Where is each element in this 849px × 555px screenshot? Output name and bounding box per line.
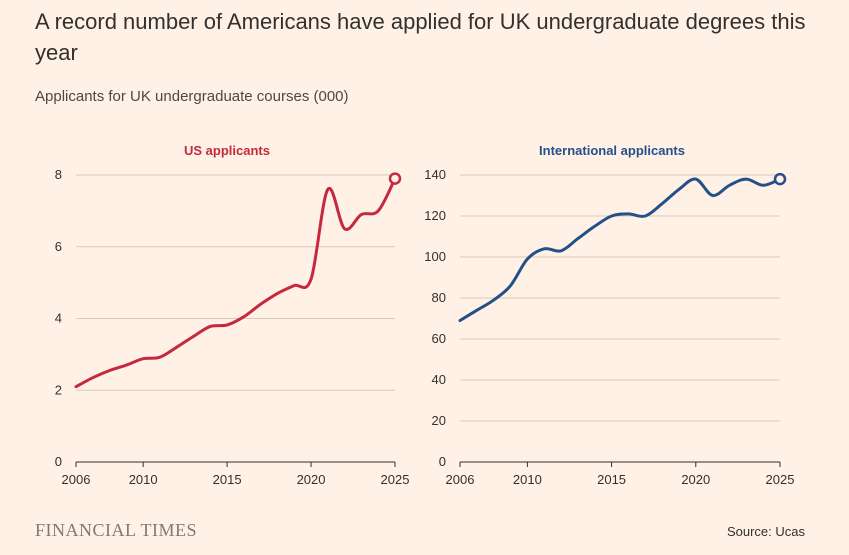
us-panel-title: US applicants [184, 143, 270, 158]
chart-subtitle: Applicants for UK undergraduate courses … [35, 88, 349, 105]
intl-y-tick-label-60: 60 [432, 331, 446, 346]
intl-x-tick-label-2006: 2006 [446, 472, 475, 487]
intl-y-tick-label-0: 0 [439, 454, 446, 469]
intl-y-tick-label-20: 20 [432, 413, 446, 428]
intl-y-tick-label-140: 140 [424, 167, 446, 182]
intl-x-tick-label-2015: 2015 [597, 472, 626, 487]
us-y-tick-label-8: 8 [55, 167, 62, 182]
intl-latest-point-marker [773, 172, 787, 186]
intl-panel-title: International applicants [539, 143, 685, 158]
source-note: Source: Ucas [726, 524, 805, 539]
us-x-tick-label-2020: 2020 [297, 472, 326, 487]
us-series-line [74, 177, 397, 389]
us-y-tick-label-4: 4 [55, 311, 62, 326]
intl-y-tick-label-120: 120 [424, 208, 446, 223]
us-x-tick-label-2006: 2006 [62, 472, 91, 487]
intl-series-line [458, 177, 782, 322]
us-latest-point-marker [388, 172, 402, 185]
us-x-tick-label-2015: 2015 [213, 472, 242, 487]
financial-times-logo: FINANCIAL TIMES [35, 520, 198, 540]
intl-x-tick-label-2025: 2025 [766, 472, 795, 487]
intl-y-tick-label-80: 80 [432, 290, 446, 305]
intl-y-tick-label-40: 40 [432, 372, 446, 387]
us-y-tick-label-6: 6 [55, 239, 62, 254]
intl-x-tick-label-2010: 2010 [513, 472, 542, 487]
us-y-tick-label-2: 2 [55, 382, 62, 397]
intl-y-tick-label-100: 100 [424, 249, 446, 264]
us-x-tick-label-2025: 2025 [381, 472, 410, 487]
us-applicants-panel: US applicants 0 2 4 6 8 2006 2010 2015 2020 2025 [55, 143, 410, 487]
intl-x-tick-label-2020: 2020 [681, 472, 710, 487]
us-x-tick-label-2010: 2010 [129, 472, 158, 487]
international-applicants-panel: International applicants 0 20 40 60 80 100 120 1… [424, 143, 794, 487]
chart-title: A record number of Americans have applie… [35, 9, 806, 65]
us-y-tick-label-0: 0 [55, 454, 62, 469]
